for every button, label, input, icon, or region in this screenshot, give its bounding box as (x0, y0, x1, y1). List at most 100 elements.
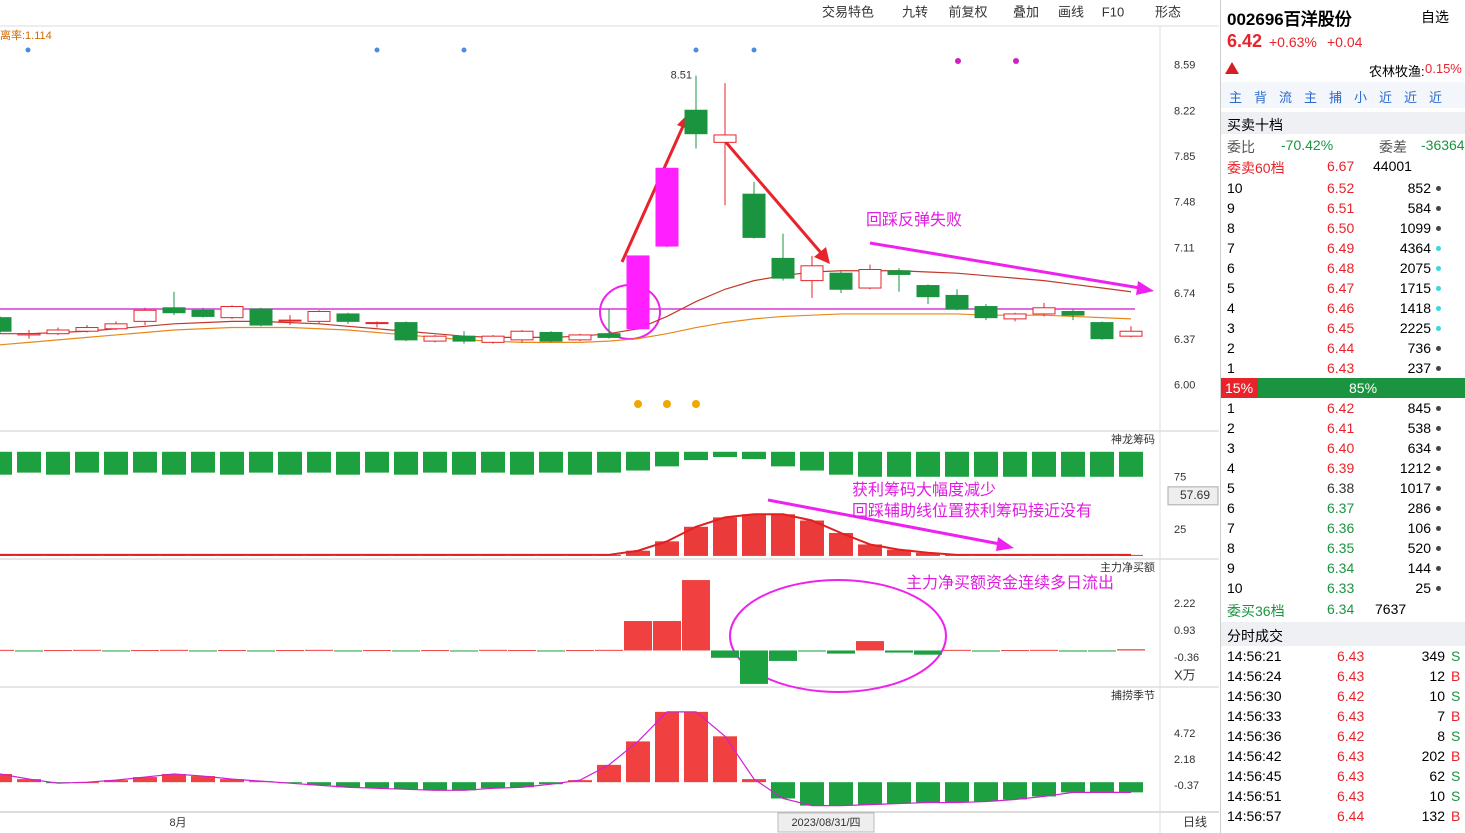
trade-side: S (1451, 788, 1461, 804)
price: 6.48 (1327, 260, 1355, 276)
net-buy-bar (943, 649, 971, 651)
season-bar (945, 782, 969, 803)
season-bar (191, 776, 215, 783)
net-buy-bar (276, 650, 304, 652)
toolbar-button[interactable]: 叠加 (1013, 4, 1039, 19)
trade-side: B (1451, 748, 1461, 764)
toolbar-button[interactable]: F10 (1102, 4, 1124, 19)
level: 7 (1227, 240, 1235, 256)
date-label: 2023/08/31/四 (791, 817, 860, 829)
volume: 25 (1415, 580, 1431, 596)
tab[interactable]: 主 (1229, 90, 1243, 105)
dot (1436, 366, 1441, 371)
candle-body (684, 109, 708, 135)
chip-bar (423, 451, 447, 473)
price: 6.51 (1327, 200, 1355, 216)
current-value-box (1167, 486, 1219, 506)
level: 1 (1227, 400, 1235, 416)
trade-side: B (1451, 668, 1461, 684)
label: 委差 (1379, 139, 1407, 155)
trade-time: 14:56:24 (1227, 668, 1282, 684)
volume: 1715 (1399, 280, 1431, 296)
toolbar-button[interactable]: 交易特色 (822, 4, 874, 19)
tab[interactable]: 小 (1354, 90, 1368, 105)
chip-bar (510, 451, 534, 475)
trade-price: 6.42 (1337, 688, 1365, 704)
season-bar (597, 764, 621, 783)
net-buy-bar (334, 650, 362, 652)
season-bar (162, 774, 186, 783)
price: 6.46 (1327, 300, 1355, 316)
chip-bar (858, 451, 882, 477)
price: 6.33 (1327, 580, 1355, 596)
period-label[interactable]: 日线 (1183, 815, 1207, 829)
level: 8 (1227, 220, 1235, 236)
dot (1436, 426, 1441, 431)
net-buy-bar (189, 650, 217, 652)
trade-volume: 202 (1421, 748, 1445, 764)
season-bar (1032, 782, 1056, 797)
level: 2 (1227, 420, 1235, 436)
candle-body (104, 323, 128, 330)
y-tick-label: 7.85 (1174, 151, 1195, 163)
label: 委比 (1227, 139, 1255, 155)
chip-bar (1119, 451, 1143, 477)
season-bar (133, 777, 157, 783)
tab[interactable]: 近 (1404, 90, 1418, 105)
season-bar (510, 782, 534, 788)
star-markers (634, 400, 700, 408)
trade-side: B (1451, 708, 1461, 724)
tab[interactable]: 背 (1254, 90, 1268, 105)
net-buy-bar (305, 649, 333, 651)
toolbar-button[interactable]: 画线 (1058, 4, 1084, 19)
split-bar-buy (1221, 378, 1465, 398)
level: 10 (1227, 580, 1243, 596)
tab[interactable]: 捕 (1329, 90, 1343, 105)
chip-bar (481, 451, 505, 473)
label: 委买36档 (1227, 603, 1285, 619)
trade-price: 6.43 (1337, 668, 1365, 684)
chip-bar (539, 451, 563, 473)
trade-side: S (1451, 648, 1461, 664)
level: 7 (1227, 520, 1235, 536)
x-label: 8月 (169, 817, 186, 829)
trade-volume: 132 (1421, 808, 1445, 824)
profit-bar (800, 520, 824, 556)
candle-body (452, 335, 476, 342)
unit-label: X万 (1174, 667, 1196, 682)
tab[interactable]: 主 (1304, 90, 1318, 105)
profit-bar (829, 533, 853, 556)
trade-price: 6.42 (1337, 728, 1365, 744)
chip-bar (771, 451, 795, 467)
candle-body (887, 270, 911, 275)
dot (1436, 346, 1441, 351)
trade-price: 6.43 (1337, 788, 1365, 804)
net-buy-bar (624, 621, 652, 651)
toolbar-bg (0, 0, 1219, 26)
season-line (0, 711, 1131, 807)
trade-volume: 12 (1429, 668, 1445, 684)
toolbar-button[interactable]: 前复权 (948, 4, 987, 19)
watch-button[interactable]: 自选 (1421, 9, 1449, 25)
tab[interactable]: 近 (1379, 90, 1393, 105)
volume: 538 (1407, 420, 1431, 436)
chip-bar (1090, 451, 1114, 477)
toolbar-button[interactable]: 形态 (1155, 4, 1181, 19)
price: 6.41 (1327, 420, 1355, 436)
dot (1436, 586, 1441, 591)
profit-bar (771, 514, 795, 556)
trade-price: 6.43 (1337, 648, 1365, 664)
candle-body (539, 331, 563, 342)
level: 10 (1227, 180, 1243, 196)
tab[interactable]: 近 (1429, 90, 1443, 105)
profit-line (0, 513, 1131, 556)
net-buy-bar (421, 650, 449, 652)
season-bar (307, 782, 331, 786)
net-buy-bar (508, 650, 536, 652)
toolbar-button[interactable]: 九转 (902, 4, 928, 19)
net-buy-bar (595, 649, 623, 651)
season-bar (800, 782, 824, 806)
candle-body (916, 285, 940, 298)
tab[interactable]: 流 (1279, 90, 1293, 105)
y-tick-label: 6.00 (1174, 379, 1195, 391)
